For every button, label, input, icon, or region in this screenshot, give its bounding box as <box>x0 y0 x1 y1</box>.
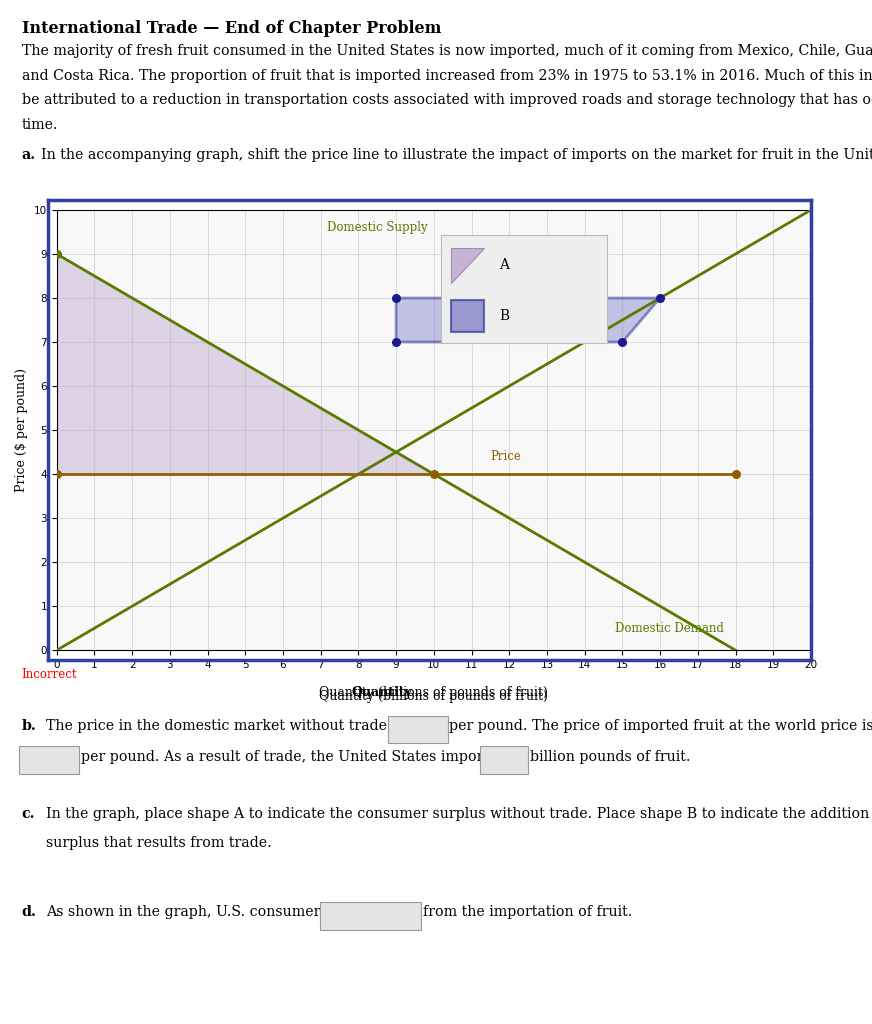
Text: Quantity (billions of pounds of fruit): Quantity (billions of pounds of fruit) <box>319 686 548 699</box>
Polygon shape <box>452 248 485 284</box>
Text: Quantity: Quantity <box>351 686 412 699</box>
Text: time.: time. <box>22 118 58 132</box>
Text: billion pounds of fruit.: billion pounds of fruit. <box>530 750 691 764</box>
Bar <box>452 300 485 332</box>
Text: In the accompanying graph, shift the price line to illustrate the impact of impo: In the accompanying graph, shift the pri… <box>41 148 872 163</box>
Text: $5 ▾: $5 ▾ <box>405 723 431 735</box>
Text: A: A <box>500 258 509 272</box>
Text: Domestic Supply: Domestic Supply <box>327 221 427 233</box>
Text: b.: b. <box>22 719 37 733</box>
Text: In the graph, place shape ​A to indicate the consumer surplus without trade. Pla: In the graph, place shape ​A to indicate… <box>46 807 872 821</box>
Text: Quantity (billions of pounds of fruit): Quantity (billions of pounds of fruit) <box>319 690 548 702</box>
Text: International Trade — End of Chapter Problem: International Trade — End of Chapter Pro… <box>22 20 441 38</box>
Text: d.: d. <box>22 905 37 920</box>
Y-axis label: Price ($ per pound): Price ($ per pound) <box>16 368 28 493</box>
FancyBboxPatch shape <box>19 746 79 774</box>
Text: B: B <box>500 308 509 323</box>
FancyBboxPatch shape <box>388 716 448 743</box>
Text: per pound. The price of imported fruit at the world price is: per pound. The price of imported fruit a… <box>449 719 872 733</box>
Text: The price in the domestic market without trade is: The price in the domestic market without… <box>46 719 404 733</box>
Text: be attributed to a reduction in transportation costs associated with improved ro: be attributed to a reduction in transpor… <box>22 93 872 108</box>
Text: $4 ▾: $4 ▾ <box>36 754 62 766</box>
Text: c.: c. <box>22 807 35 821</box>
Text: benefit ▾: benefit ▾ <box>344 909 398 922</box>
FancyBboxPatch shape <box>320 902 421 930</box>
Text: surplus that results from trade.: surplus that results from trade. <box>46 836 272 850</box>
Text: Price: Price <box>490 451 521 463</box>
Text: 4 ▾: 4 ▾ <box>495 754 513 766</box>
Text: a.: a. <box>22 148 36 163</box>
Polygon shape <box>57 254 433 474</box>
Text: Domestic Demand: Domestic Demand <box>615 622 724 635</box>
Text: As shown in the graph, U.S. consumers: As shown in the graph, U.S. consumers <box>46 905 328 920</box>
Polygon shape <box>396 298 660 342</box>
Text: from the importation of fruit.: from the importation of fruit. <box>423 905 632 920</box>
Text: The majority of fresh fruit consumed in the United States is now imported, much : The majority of fresh fruit consumed in … <box>22 44 872 58</box>
FancyBboxPatch shape <box>480 746 528 774</box>
Text: Incorrect: Incorrect <box>22 668 78 681</box>
Text: per pound. As a result of trade, the United States imports: per pound. As a result of trade, the Uni… <box>81 750 496 764</box>
Text: and Costa Rica. The proportion of fruit that is imported increased from 23% in 1: and Costa Rica. The proportion of fruit … <box>22 69 872 83</box>
